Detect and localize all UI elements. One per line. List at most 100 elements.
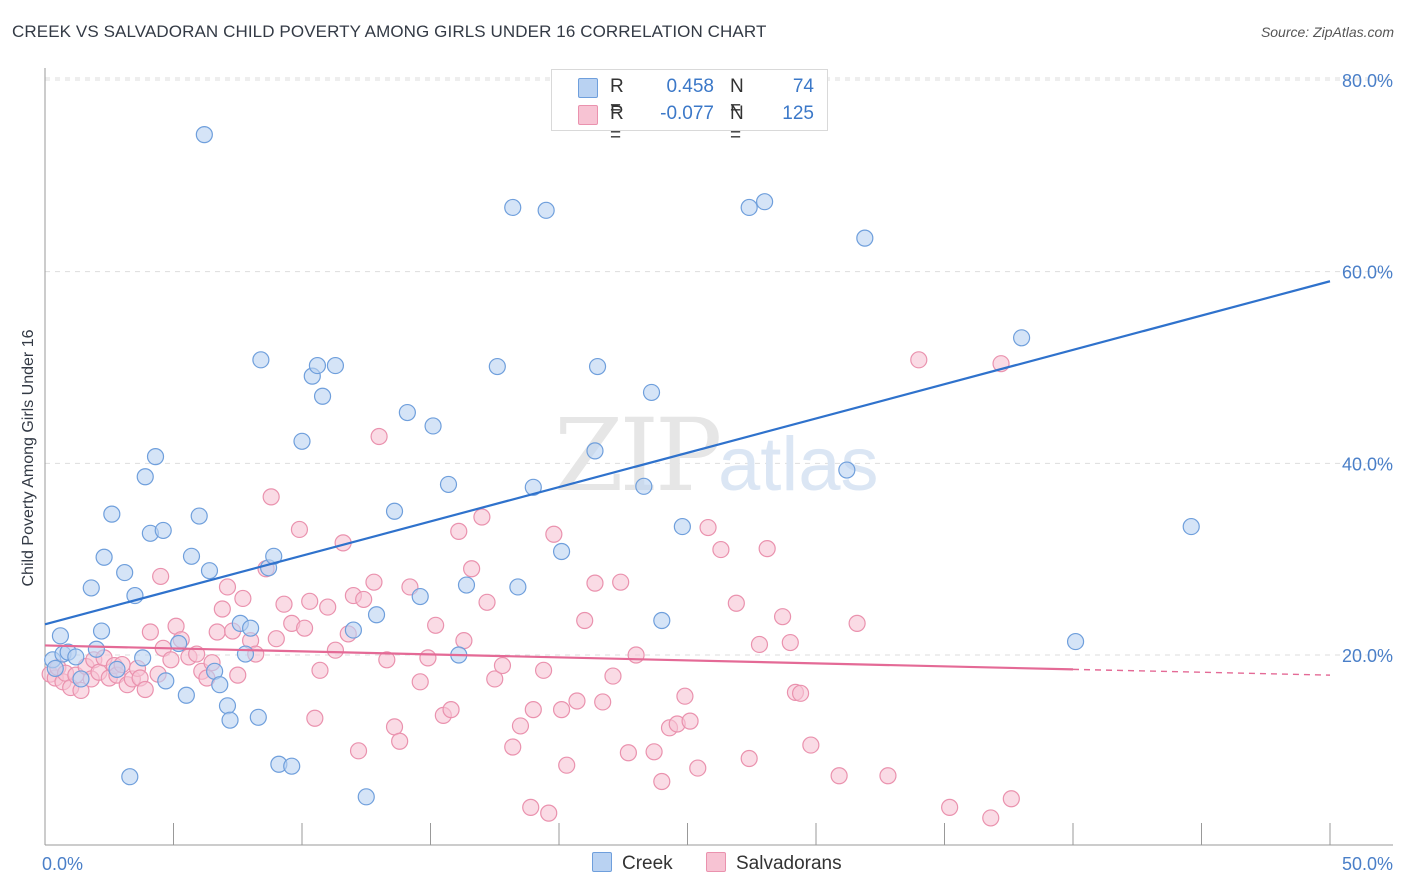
creek-point-51 [411,587,429,606]
salvadorans-point-69 [442,701,460,719]
salvadorans-point-90 [604,667,622,685]
creek-point-41 [293,432,311,450]
salvadorans-n-value: 125 [782,103,814,124]
creek-point-59 [524,478,542,496]
creek-point-5 [67,648,85,666]
creek-point-61 [552,542,571,561]
salvadorans-point-104 [740,749,758,768]
salvadorans-point-26 [162,651,180,669]
salvadorans-point-77 [504,738,522,756]
creek-point-63 [588,357,607,376]
x-tick-label-max: 50.0% [1342,854,1393,874]
salvadorans-point-80 [524,701,542,719]
creek-r-label: R = [610,76,624,119]
salvadorans-point-21 [136,680,154,699]
salvadorans-point-66 [419,649,437,667]
creek-point-23 [177,686,195,704]
creek-point-24 [182,547,201,565]
creek-point-68 [740,198,758,217]
salvadorans-point-108 [781,633,799,652]
creek-point-56 [488,357,506,376]
salvadorans-point-75 [486,670,504,688]
creek-point-57 [504,198,522,217]
grid-lines [45,77,1395,656]
creek-n-value: 74 [792,76,814,97]
creek-point-66 [653,611,671,630]
salvadorans-point-63 [391,732,409,750]
salvadorans-point-38 [229,666,247,684]
creek-legend-swatch [592,852,612,872]
salvadorans-point-48 [295,619,314,637]
bottom-legend-salvadorans: Salvadorans [706,852,842,875]
creek-point-25 [190,507,208,525]
salvadorans-point-110 [791,684,810,702]
creek-point-10 [95,548,113,566]
salvadorans-point-71 [455,632,473,650]
y-tick-label-0: 20.0% [1342,646,1393,666]
salvadorans-point-47 [290,520,309,539]
salvadorans-point-114 [879,767,897,785]
salvadorans-point-70 [450,522,468,540]
creek-point-21 [157,672,175,690]
salvadorans-legend-swatch [706,852,726,872]
creek-point-14 [121,768,139,786]
salvadorans-point-112 [830,767,848,785]
creek-point-72 [1012,329,1031,347]
creek-point-49 [385,502,404,520]
salvadorans-point-59 [365,573,383,591]
salvadorans-point-67 [427,616,445,634]
creek-point-65 [642,383,661,402]
salvadorans-point-98 [676,687,694,705]
salvadorans-point-83 [545,525,563,543]
creek-point-73 [1066,632,1085,651]
salvadorans-point-106 [758,540,776,558]
creek-point-26 [195,126,213,144]
salvadorans-r-label: R = [610,103,624,146]
creek-point-64 [635,477,653,495]
salvadorans-point-39 [234,589,252,608]
creek-point-11 [103,505,121,523]
creek-point-55 [457,576,476,594]
salvadorans-trend-line [44,644,1074,671]
watermark-atlas: atlas [718,422,879,507]
creek-point-52 [424,417,442,435]
salvadorans-point-116 [941,798,959,816]
salvadorans-point-49 [301,592,319,610]
creek-point-20 [154,521,172,540]
creek-point-47 [357,788,375,806]
salvadorans-point-94 [645,743,663,761]
salvadorans-point-81 [534,661,553,679]
salvadorans-point-85 [558,756,576,774]
creek-swatch [578,78,598,98]
creek-point-58 [509,578,527,596]
axes [44,68,1393,846]
salvadorans-point-89 [594,693,612,711]
salvadorans-point-79 [522,798,540,816]
creek-point-67 [673,517,691,536]
salvadorans-point-91 [612,573,630,591]
watermark-zip: ZIP [554,397,719,514]
creek-point-31 [221,711,239,729]
salvadorans-points [41,351,1020,827]
creek-point-53 [439,475,458,494]
source-note: Source: ZipAtlas.com [1260,24,1394,40]
salvadorans-legend-label: Salvadorans [736,853,842,874]
salvadorans-swatch [578,105,598,125]
creek-point-6 [72,670,90,688]
salvadorans-point-57 [349,742,368,760]
creek-point-71 [856,229,874,247]
salvadorans-n-label: N = [730,103,744,146]
salvadorans-point-111 [802,736,820,754]
creek-n-label: N = [730,76,744,119]
salvadorans-point-86 [568,692,586,710]
salvadorans-point-105 [750,635,769,654]
creek-point-46 [344,621,362,639]
salvadorans-point-24 [152,567,170,586]
salvadorans-point-62 [385,718,404,736]
salvadorans-point-50 [306,709,324,727]
y-axis-label: Child Poverty Among Girls Under 16 [20,329,37,586]
creek-point-35 [249,708,267,726]
salvadorans-point-61 [378,651,396,669]
creek-point-60 [537,201,555,219]
salvadorans-point-93 [627,646,645,664]
